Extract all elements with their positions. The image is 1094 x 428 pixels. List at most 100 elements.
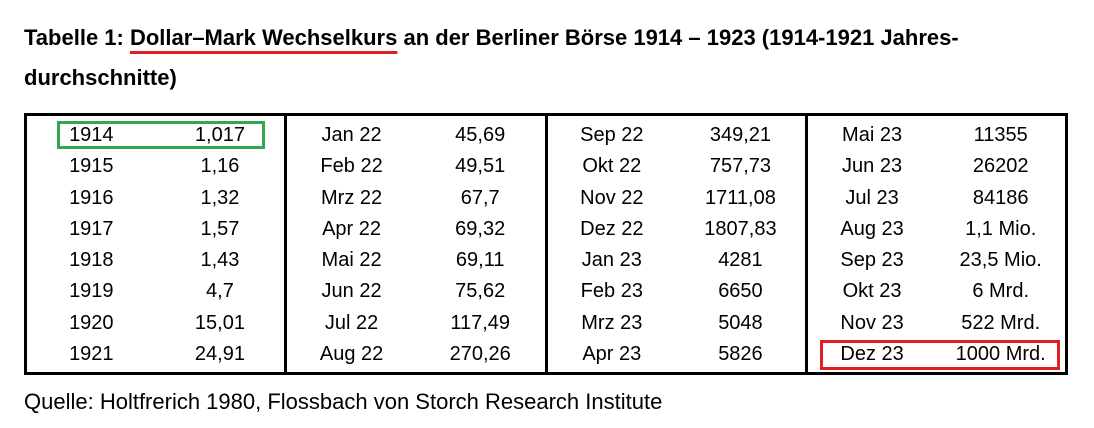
table-row: Nov 23 522 Mrd. [808, 308, 1065, 339]
rate-cell: 11355 [973, 124, 1028, 147]
rate-cell: 270,26 [449, 342, 511, 365]
rate-cell: 67,7 [460, 186, 500, 209]
table-row: Sep 23 23,5 Mio. [808, 245, 1065, 276]
rate-cell: 69,11 [455, 249, 505, 272]
rate-cell: 117,49 [450, 311, 511, 334]
period-cell: Mai 22 [321, 249, 382, 272]
rate-cell: 1711,08 [705, 186, 776, 209]
exchange-rate-table: 1914 1,017 1915 1,16 1916 1,32 1917 1,57 1918 1,4… [24, 113, 1068, 375]
period-cell: Aug 22 [319, 342, 384, 365]
rate-cell: 1,1 Mio. [965, 217, 1037, 240]
table-row: Mrz 22 67,7 [287, 183, 544, 214]
table-row: Dez 22 1807,83 [548, 214, 805, 245]
source-note: Quelle: Holtfrerich 1980, Flossbach von … [24, 389, 663, 414]
caption-prefix: Tabelle 1: [24, 25, 130, 50]
table-row: Aug 23 1,1 Mio. [808, 214, 1065, 245]
period-cell: Jul 23 [845, 186, 899, 209]
rate-cell: 24,91 [194, 342, 245, 365]
period-cell: 1914 [69, 124, 114, 147]
period-cell: 1915 [69, 155, 114, 178]
rate-cell: 23,5 Mio. [959, 249, 1042, 272]
table-row: Feb 23 6650 [548, 276, 805, 307]
period-cell: Sep 22 [580, 124, 644, 147]
table-block-2: Jan 22 45,69 Feb 22 49,51 Mrz 22 67,7 Apr 22 69… [284, 116, 544, 372]
table-block-3: Sep 22 349,21 Okt 22 757,73 Nov 22 1711,08 Dez… [544, 116, 805, 372]
table-row: Mai 23 11355 [808, 120, 1065, 151]
rate-cell: 349,21 [709, 124, 772, 147]
rate-cell: 6 Mrd. [972, 280, 1030, 303]
table-caption: Tabelle 1: Dollar–Mark Wechselkurs an de… [24, 18, 1074, 98]
rate-cell: 757,73 [709, 155, 772, 178]
table-row: Nov 22 1711,08 [548, 183, 805, 214]
table-row: 1915 1,16 [27, 151, 284, 182]
table-row: Jul 22 117,49 [287, 308, 544, 339]
table-row: Apr 22 69,32 [287, 214, 544, 245]
rate-cell: 45,69 [455, 124, 506, 147]
period-cell: Dez 22 [580, 217, 644, 240]
table-row: Jan 23 4281 [548, 245, 805, 276]
rate-cell: 5048 [718, 311, 763, 334]
table-row: Mai 22 69,11 [287, 245, 544, 276]
period-cell: Feb 23 [580, 280, 643, 303]
table-row: Jun 22 75,62 [287, 276, 544, 307]
rate-cell: 26202 [972, 155, 1029, 178]
period-cell: Jan 23 [581, 249, 642, 272]
period-cell: 1921 [69, 342, 114, 365]
table-row: Jun 23 26202 [808, 151, 1065, 182]
period-cell: Sep 23 [840, 249, 904, 272]
table-row: Apr 23 5826 [548, 339, 805, 370]
rate-cell: 1,32 [200, 186, 240, 209]
table-row: 1916 1,32 [27, 183, 284, 214]
table-row: Okt 23 6 Mrd. [808, 276, 1065, 307]
table-row: Feb 22 49,51 [287, 151, 544, 182]
table-row: Dez 23 1000 Mrd. [808, 339, 1065, 370]
table-row: 1920 15,01 [27, 308, 284, 339]
rate-cell: 1,16 [200, 155, 240, 178]
period-cell: Feb 22 [320, 155, 383, 178]
period-cell: 1916 [69, 186, 114, 209]
table-block-1: 1914 1,017 1915 1,16 1916 1,32 1917 1,57 1918 1,4… [27, 116, 284, 372]
table-row: 1914 1,017 [27, 120, 284, 151]
table-row: 1921 24,91 [27, 339, 284, 370]
rate-cell: 4281 [718, 249, 763, 272]
rate-cell: 75,62 [455, 280, 506, 303]
caption-suffix: an der Berliner Börse 1914 – 1923 (1914-… [24, 25, 959, 90]
rate-cell: 6650 [718, 280, 763, 303]
period-cell: 1920 [69, 311, 114, 334]
table-row: Mrz 23 5048 [548, 308, 805, 339]
rate-cell: 1,017 [194, 124, 245, 147]
period-cell: Dez 23 [840, 342, 904, 365]
table-row: Okt 22 757,73 [548, 151, 805, 182]
period-cell: Okt 22 [582, 155, 642, 178]
period-cell: Jun 22 [321, 280, 382, 303]
period-cell: 1919 [69, 280, 114, 303]
period-cell: Jul 22 [324, 311, 379, 334]
rate-cell: 15,01 [194, 311, 245, 334]
period-cell: Mai 23 [842, 124, 903, 147]
rate-cell: 4,7 [206, 280, 234, 303]
rate-cell: 1000 Mrd. [955, 342, 1046, 365]
caption-highlight: Dollar–Mark Wechselkurs [129, 25, 398, 50]
period-cell: Jun 23 [842, 155, 903, 178]
period-cell: Jan 22 [321, 124, 382, 147]
rate-cell: 1807,83 [704, 217, 777, 240]
rate-cell: 84186 [972, 186, 1029, 209]
rate-cell: 1,57 [200, 217, 240, 240]
period-cell: Mrz 22 [321, 186, 383, 209]
period-cell: Apr 22 [322, 217, 382, 240]
rate-cell: 1,43 [200, 249, 240, 272]
table-row: Jul 23 84186 [808, 183, 1065, 214]
rate-cell: 69,32 [455, 217, 506, 240]
period-cell: Nov 23 [840, 311, 904, 334]
table-row: Sep 22 349,21 [548, 120, 805, 151]
rate-cell: 5826 [718, 342, 763, 365]
period-cell: Mrz 23 [581, 311, 643, 334]
table-row: 1918 1,43 [27, 245, 284, 276]
period-cell: 1918 [69, 249, 114, 272]
period-cell: Aug 23 [840, 217, 904, 240]
table-row: 1919 4,7 [27, 276, 284, 307]
rate-cell: 522 Mrd. [961, 311, 1041, 334]
table-row: Aug 22 270,26 [287, 339, 544, 370]
table-block-4: Mai 23 11355 Jun 23 26202 Jul 23 84186 Aug 23 1… [804, 116, 1065, 372]
period-cell: Okt 23 [842, 280, 902, 303]
